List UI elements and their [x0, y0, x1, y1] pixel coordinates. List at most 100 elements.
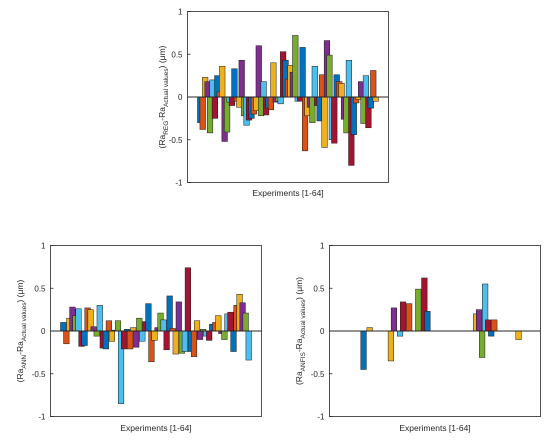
ann-bar-11 — [90, 326, 97, 332]
ann-bar-26 — [136, 317, 143, 332]
anfis-bars — [360, 277, 522, 370]
reg-y-tick-label: 0 — [178, 93, 183, 102]
anfis-bar-59 — [515, 330, 522, 340]
reg-bar-15 — [231, 68, 238, 98]
ann-x-axis-label: Experiments [1-64] — [120, 423, 191, 433]
anfis-x-axis-label: Experiments [1-64] — [399, 423, 470, 433]
reg-bar-59 — [338, 83, 345, 98]
ann-y-tick-label: 1 — [41, 242, 46, 251]
anfis-y-ticks: 1 0.5 0 -0.5 -1 — [311, 242, 333, 422]
ann-bar-62 — [245, 330, 252, 361]
anfis-chart-panel: 1 0.5 0 -0.5 -1 Experiments [1-64] (RaANFIS-… — [294, 242, 541, 433]
ann-bar-12 — [93, 330, 100, 337]
ann-y-ticks: 1 0.5 0 -0.5 -1 — [32, 242, 54, 422]
ann-bar-29 — [145, 303, 152, 332]
ann-bar-57 — [230, 330, 237, 352]
anfis-bar-49 — [485, 319, 492, 332]
ann-bar-56 — [227, 311, 234, 332]
ann-bar-39 — [175, 301, 182, 332]
anfis-bar-26 — [415, 288, 422, 332]
anfis-y-tick-label: 1 — [320, 242, 325, 251]
reg-bar-69 — [362, 75, 370, 98]
anfis-bar-51 — [491, 319, 498, 332]
reg-y-ticks: 1 0.5 0 -0.5 -1 — [169, 8, 191, 188]
ann-bar-19 — [114, 320, 122, 332]
reg-chart-panel: 1 0.5 0 -0.5 -1 Experiments [1-64] (RaREG-Ra… — [157, 8, 389, 198]
reg-bar-52 — [321, 96, 328, 148]
anfis-bar-50 — [488, 330, 495, 337]
ann-bar-54 — [221, 330, 228, 340]
anfis-bar-46 — [476, 309, 483, 332]
reg-bar-31 — [270, 62, 277, 98]
ann-bar-36 — [166, 295, 173, 332]
reg-y-tick-label: -1 — [175, 179, 183, 188]
ann-y-axis-label: (RaANN-RaActual values) (μm) — [15, 280, 28, 383]
ann-bar-41 — [181, 330, 188, 352]
ann-bar-31 — [151, 330, 158, 341]
ann-bar-61 — [242, 312, 249, 332]
ann-bar-35 — [163, 330, 170, 351]
ann-y-tick-label: -1 — [38, 413, 46, 422]
reg-bar-34 — [277, 96, 284, 105]
ann-bar-24 — [130, 327, 137, 332]
reg-bar-10 — [219, 65, 226, 98]
reg-y-axis-label: (RaREG-RaActual values) (μm) — [157, 45, 170, 148]
ann-bar-25 — [133, 330, 140, 348]
reg-bar-18 — [238, 59, 245, 98]
ann-y-tick-label: 0 — [41, 327, 46, 336]
anfis-bar-20 — [397, 330, 404, 337]
anfis-bar-29 — [424, 311, 431, 332]
anfis-y-tick-label: 0.5 — [313, 284, 325, 293]
reg-bar-72 — [370, 70, 377, 98]
reg-bar-54 — [326, 54, 333, 98]
ann-bar-2 — [63, 330, 70, 345]
ann-y-tick-label: 0.5 — [34, 284, 46, 293]
reg-y-tick-label: 1 — [178, 8, 183, 17]
reg-bar-73 — [372, 96, 379, 102]
reg-bar-43 — [299, 47, 306, 98]
anfis-bar-23 — [406, 303, 413, 332]
ann-bar-45 — [193, 320, 201, 332]
anfis-bar-47 — [479, 330, 486, 358]
ann-bar-17 — [108, 330, 115, 342]
anfis-bar-21 — [400, 301, 407, 332]
reg-y-tick-label: -0.5 — [169, 136, 183, 145]
ann-y-tick-label: -0.5 — [32, 370, 46, 379]
ann-bar-27 — [139, 330, 146, 342]
ann-chart-panel: 1 0.5 0 -0.5 -1 Experiments [1-64] (RaANN-Ra… — [15, 242, 262, 433]
anfis-bar-10 — [366, 327, 373, 332]
ann-bar-6 — [75, 308, 82, 332]
reg-y-tick-label: 0.5 — [171, 50, 183, 59]
ann-bar-42 — [184, 267, 191, 332]
anfis-bar-18 — [390, 307, 398, 332]
ann-bar-1 — [60, 322, 67, 332]
anfis-bar-8 — [360, 330, 367, 370]
ann-bar-38 — [172, 330, 179, 355]
ann-bar-21 — [121, 330, 128, 350]
anfis-y-axis-label: (RaANFIS-RaActual values) (μm) — [294, 277, 307, 385]
reg-bar-62 — [345, 59, 352, 98]
anfis-y-tick-label: 0 — [320, 327, 325, 336]
ann-bar-15 — [102, 330, 109, 350]
reg-bar-27 — [260, 81, 267, 98]
ann-bar-16 — [105, 320, 112, 332]
reg-x-axis-label: Experiments [1-64] — [252, 188, 323, 198]
ann-bar-44 — [190, 330, 198, 357]
anfis-y-tick-label: -1 — [317, 413, 325, 422]
ann-bar-52 — [215, 315, 222, 332]
reg-bar-48 — [311, 65, 318, 98]
reg-bar-2 — [199, 96, 206, 130]
reg-bar-7 — [211, 96, 218, 119]
ann-bar-8 — [81, 330, 88, 346]
ann-bar-23 — [127, 330, 134, 350]
ann-bar-13 — [96, 305, 103, 332]
ann-bar-34 — [160, 319, 167, 332]
reg-bar-56 — [331, 96, 338, 144]
reg-bar-40 — [292, 35, 299, 98]
reg-bars — [197, 35, 379, 166]
ann-bar-49 — [206, 330, 213, 341]
anfis-y-tick-label: -0.5 — [311, 370, 325, 379]
anfis-bar-17 — [387, 330, 394, 362]
ann-bar-46 — [197, 330, 204, 340]
